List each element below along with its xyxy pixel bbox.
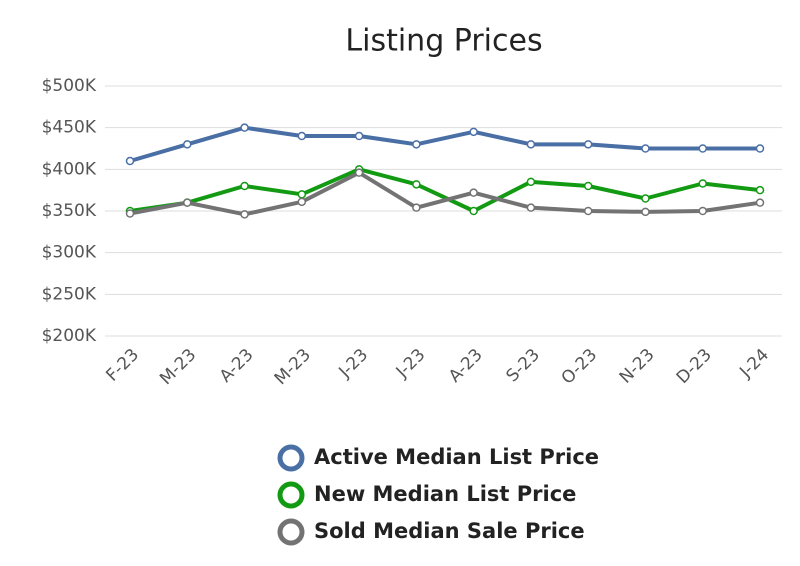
legend-label: New Median List Price bbox=[314, 482, 576, 506]
point-marker bbox=[125, 156, 135, 166]
x-tick-label: A-23 bbox=[216, 345, 258, 387]
point-marker bbox=[412, 203, 421, 212]
series-line bbox=[129, 125, 760, 163]
point-marker bbox=[641, 207, 650, 217]
point-marker bbox=[183, 198, 192, 207]
point-marker bbox=[641, 144, 650, 153]
point-marker bbox=[698, 206, 707, 216]
point-marker bbox=[641, 194, 650, 203]
point-marker bbox=[125, 209, 135, 218]
point-marker bbox=[755, 198, 765, 207]
x-tick-label: J-23 bbox=[335, 345, 373, 383]
legend-marker bbox=[277, 518, 305, 546]
point-marker bbox=[526, 203, 536, 212]
point-marker bbox=[698, 144, 707, 153]
x-tick-label: S-23 bbox=[503, 345, 544, 386]
chart-title: Listing Prices bbox=[345, 24, 542, 59]
point-marker bbox=[240, 210, 249, 219]
point-marker bbox=[755, 144, 765, 153]
x-tick-label: J-23 bbox=[392, 345, 430, 383]
point-marker bbox=[583, 181, 593, 191]
x-tick-label: M-23 bbox=[271, 345, 315, 389]
point-marker bbox=[297, 131, 307, 141]
y-tick-label: $400K bbox=[42, 159, 97, 179]
y-tick-label: $300K bbox=[42, 243, 97, 263]
point-marker bbox=[240, 181, 249, 191]
legend-label: Sold Median Sale Price bbox=[314, 519, 585, 543]
point-marker bbox=[412, 180, 421, 189]
x-tick-label: N-23 bbox=[616, 345, 659, 388]
point-marker bbox=[526, 177, 536, 187]
y-tick-label: $450K bbox=[42, 118, 97, 138]
x-tick-label: A-23 bbox=[445, 345, 487, 387]
point-marker bbox=[412, 140, 421, 149]
y-tick-label: $250K bbox=[42, 284, 97, 304]
point-marker bbox=[183, 140, 192, 149]
x-tick-label: M-23 bbox=[156, 345, 200, 389]
x-tick-label: F-23 bbox=[102, 345, 143, 386]
y-tick-label: $200K bbox=[42, 326, 97, 346]
point-marker bbox=[583, 140, 593, 149]
x-tick-label: D-23 bbox=[673, 345, 716, 388]
legend-marker bbox=[277, 481, 305, 509]
point-marker bbox=[526, 140, 536, 149]
x-tick-label: O-23 bbox=[558, 345, 602, 389]
point-marker bbox=[583, 206, 593, 216]
y-tick-label: $500K bbox=[42, 76, 97, 96]
point-marker bbox=[755, 185, 765, 195]
point-marker bbox=[354, 168, 364, 177]
point-marker bbox=[469, 188, 478, 197]
point-marker bbox=[469, 206, 478, 216]
legend-label: Active Median List Price bbox=[314, 445, 599, 469]
point-marker bbox=[297, 197, 307, 207]
series-line bbox=[129, 170, 761, 217]
series-line bbox=[129, 167, 761, 213]
point-marker bbox=[297, 190, 307, 199]
y-tick-label: $350K bbox=[42, 201, 97, 221]
point-marker bbox=[240, 123, 249, 132]
point-marker bbox=[354, 131, 364, 141]
x-tick-label: J-24 bbox=[735, 345, 773, 383]
legend-marker bbox=[277, 444, 305, 472]
point-marker bbox=[698, 179, 707, 188]
point-marker bbox=[469, 127, 478, 137]
